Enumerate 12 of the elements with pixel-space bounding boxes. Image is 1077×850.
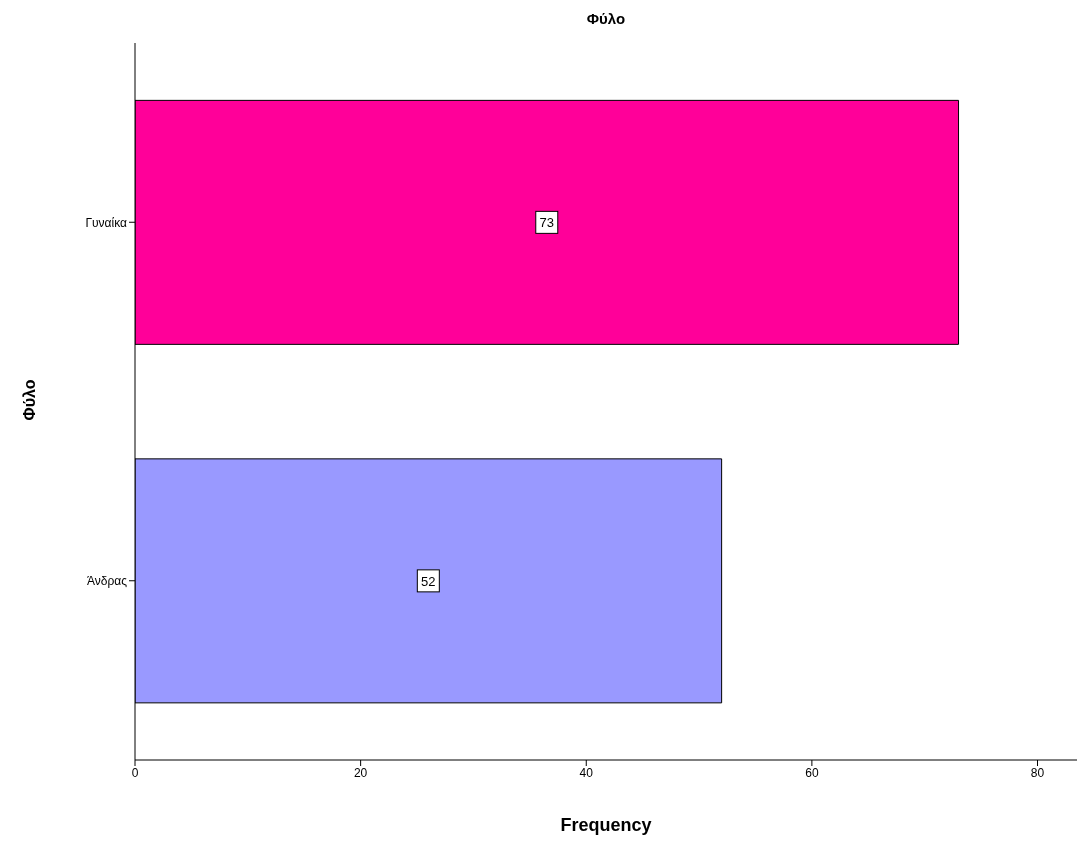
- x-axis-title: Frequency: [559, 815, 653, 836]
- x-tick-label: 80: [1030, 765, 1045, 780]
- x-tick-label: 0: [131, 765, 139, 780]
- y-tick-label: Άνδρας: [86, 574, 128, 589]
- data-label: 73: [539, 215, 555, 231]
- y-tick-label: Γυναίκα: [85, 215, 128, 230]
- chart-title: Φύλο: [585, 10, 627, 27]
- y-axis-title: Φύλο: [21, 379, 39, 421]
- x-tick-label: 40: [579, 765, 594, 780]
- x-tick-label: 60: [805, 765, 819, 780]
- x-tick-label: 20: [353, 765, 368, 780]
- data-label: 52: [421, 573, 436, 589]
